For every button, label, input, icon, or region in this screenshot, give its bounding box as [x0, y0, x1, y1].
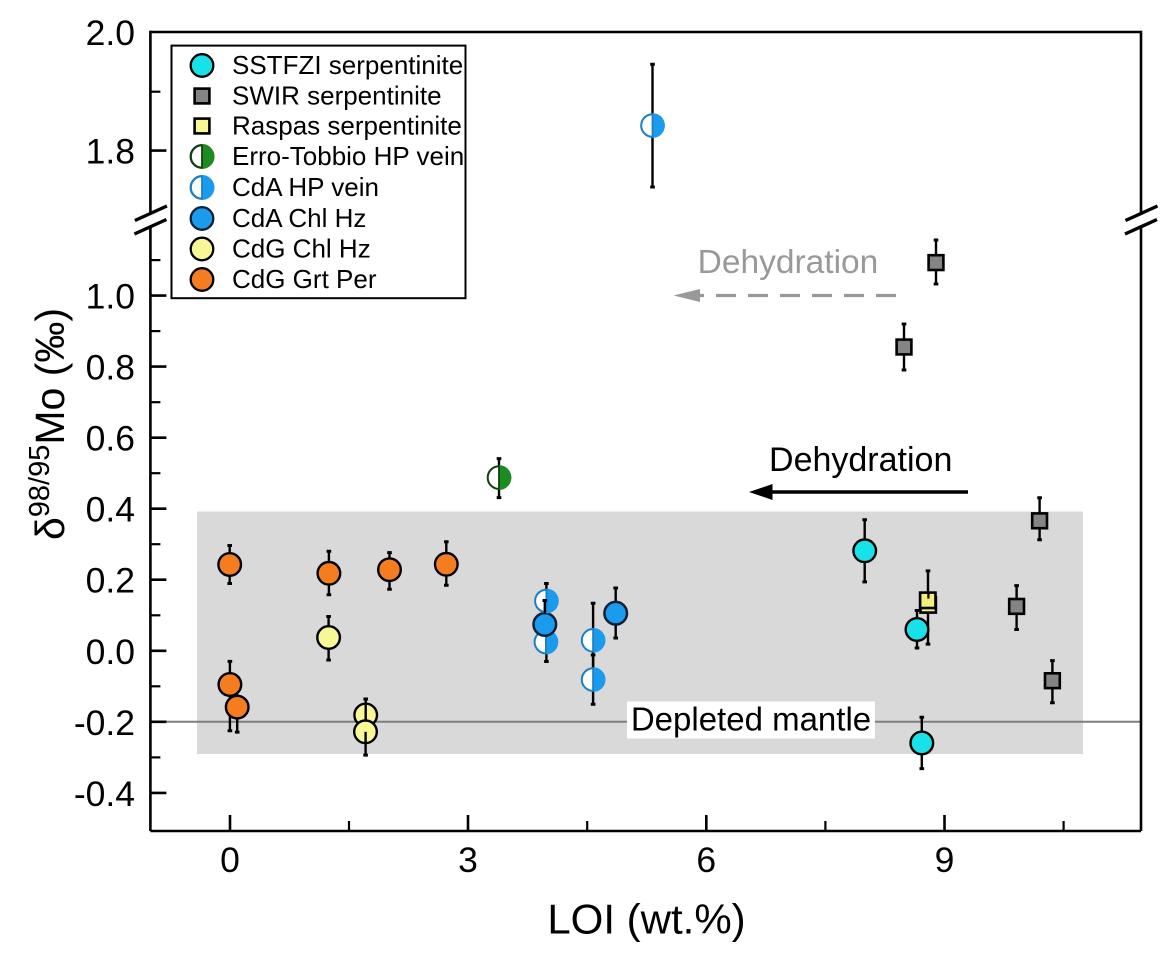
svg-text:Dehydration: Dehydration — [769, 441, 952, 479]
svg-text:CdG Chl Hz: CdG Chl Hz — [232, 234, 371, 264]
svg-text:0.8: 0.8 — [86, 348, 135, 388]
svg-text:CdA HP vein: CdA HP vein — [232, 172, 379, 202]
svg-text:0: 0 — [220, 840, 240, 880]
svg-text:-0.4: -0.4 — [74, 774, 135, 814]
svg-text:1.0: 1.0 — [86, 277, 135, 317]
svg-text:Erro-Tobbio HP vein: Erro-Tobbio HP vein — [232, 141, 464, 171]
svg-text:0.6: 0.6 — [86, 419, 135, 459]
svg-text:SSTFZI serpentinite: SSTFZI serpentinite — [232, 50, 463, 80]
svg-text:LOI (wt.%): LOI (wt.%) — [547, 896, 745, 943]
svg-text:Depleted mantle: Depleted mantle — [631, 701, 871, 738]
svg-text:3: 3 — [458, 840, 478, 880]
svg-text:2.0: 2.0 — [86, 13, 135, 53]
svg-text:CdA Chl Hz: CdA Chl Hz — [232, 203, 366, 233]
svg-text:0.0: 0.0 — [86, 632, 135, 672]
svg-text:0.2: 0.2 — [86, 561, 135, 601]
svg-text:Dehydration: Dehydration — [698, 244, 879, 281]
svg-text:-0.2: -0.2 — [74, 703, 135, 743]
svg-text:δ98/95Mo (‰): δ98/95Mo (‰) — [24, 308, 73, 540]
svg-text:SWIR serpentinite: SWIR serpentinite — [232, 81, 442, 111]
svg-text:9: 9 — [935, 840, 955, 880]
svg-text:6: 6 — [696, 840, 716, 880]
svg-text:Raspas serpentinite: Raspas serpentinite — [232, 111, 462, 141]
svg-text:0.4: 0.4 — [86, 490, 135, 530]
svg-text:1.8: 1.8 — [86, 132, 135, 172]
svg-text:CdG Grt Per: CdG Grt Per — [232, 264, 377, 294]
